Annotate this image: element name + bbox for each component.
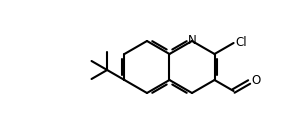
Text: Cl: Cl [236, 36, 247, 49]
Text: N: N [187, 34, 196, 47]
Text: O: O [251, 74, 260, 88]
